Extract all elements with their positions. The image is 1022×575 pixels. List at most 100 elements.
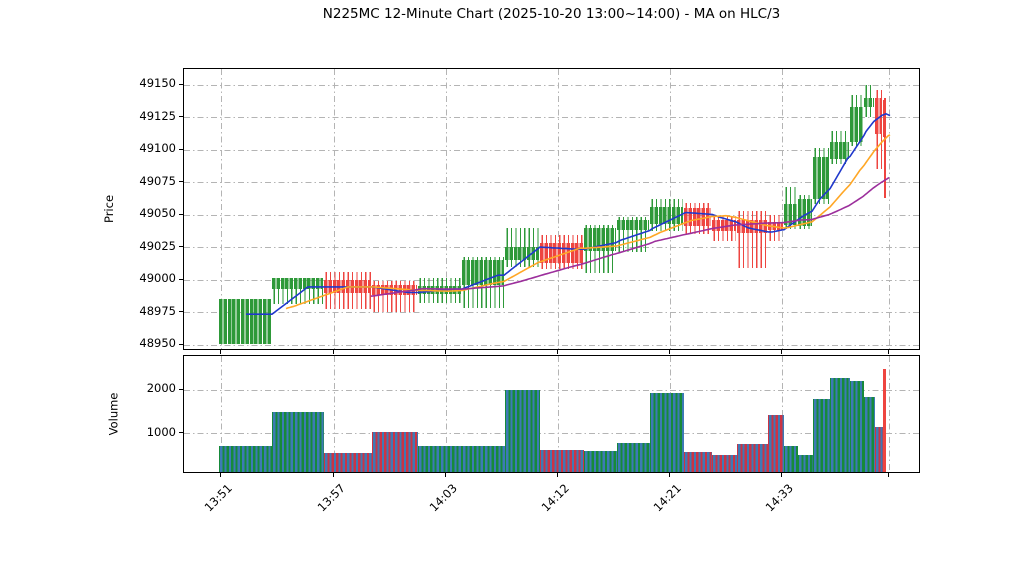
volume-bar [850,380,864,472]
price-tick [179,116,183,118]
candle-body [883,100,885,137]
candle-body [324,279,371,293]
volume-gridline [184,433,919,435]
price-tick-label: 48975 [139,303,176,318]
price-tick-label: 49075 [139,173,176,188]
time-gridline [557,356,559,472]
price-gridline [184,182,919,184]
price-tick [179,311,183,313]
price-tick [179,148,183,150]
time-gridline [221,69,222,349]
volume-bar [617,442,650,472]
price-tick-label: 49150 [139,76,176,91]
time-tick [332,350,334,354]
time-gridline [445,356,447,472]
volume-bar [813,398,830,472]
price-gridline [184,344,919,346]
price-tick [179,83,183,85]
time-tick [780,473,782,477]
candle-body [505,247,539,261]
volume-bar [798,454,813,472]
time-tick [888,350,890,354]
price-gridline [184,84,919,86]
candle-body [830,141,849,159]
volume-bar [864,397,875,472]
time-tick [220,473,222,477]
price-tick-label: 49050 [139,206,176,221]
time-tick [332,473,334,477]
time-gridline [221,356,222,472]
time-tick [444,350,446,354]
candle-body [272,278,323,289]
volume-bar [505,390,540,472]
ma-lines-layer [246,112,891,315]
price-tick-label: 49000 [139,271,176,286]
time-tick [556,350,558,354]
candle-body [875,97,882,134]
time-tick-label: 13:57 [314,481,348,515]
price-tick-label: 49125 [139,108,176,123]
chart-title: N225MC 12-Minute Chart (2025-10-20 13:00… [322,6,781,22]
candle-body [650,206,683,224]
candle-body [712,219,736,232]
price-tick [179,343,183,345]
price-gridline [184,149,919,151]
volume-bar [372,431,418,472]
price-axis-label: Price [102,194,117,224]
volume-bar [462,446,505,472]
candle-body [784,204,797,225]
volume-bar [272,411,324,472]
price-tick-label: 48950 [139,336,176,350]
volume-bar [324,452,372,472]
candle-body [864,97,874,107]
volume-tick-label: 2000 [146,381,176,396]
price-tick [179,213,183,215]
time-tick-label: 13:51 [201,481,235,515]
price-panel [183,68,920,350]
time-tick [888,473,890,477]
price-tick [179,278,183,280]
time-gridline [781,356,783,472]
volume-bar [784,446,798,472]
volume-bar [540,449,584,472]
candle-body [850,106,863,142]
price-tick-label: 49025 [139,238,176,253]
time-gridline [557,69,559,349]
volume-bar [737,443,768,472]
price-gridline [184,279,919,281]
volume-bar [875,426,883,472]
candle-body [219,299,271,345]
time-gridline [445,69,447,349]
ma-mid-line [285,134,891,310]
volume-bar [219,446,272,472]
time-tick [668,473,670,477]
time-tick [220,350,222,354]
time-tick-label: 14:21 [650,481,684,515]
volume-bar [418,446,462,472]
price-gridline [184,312,919,313]
time-tick-label: 14:33 [762,481,796,515]
time-tick-label: 14:12 [538,481,572,515]
ma-fast-line [246,112,891,315]
time-tick-label: 14:03 [426,481,460,515]
time-gridline [333,356,335,472]
price-tick [179,246,183,248]
price-tick-label: 49100 [139,141,176,156]
volume-gridline [184,389,919,391]
time-tick [444,473,446,477]
volume-tick-label: 1000 [146,424,176,439]
volume-bar [650,393,684,472]
price-gridline [184,214,919,216]
volume-panel [183,355,920,473]
candle-wick [505,227,539,267]
ma-slow-line [370,176,890,297]
volume-tick [179,388,183,391]
price-gridline [184,117,919,119]
time-tick [668,350,670,354]
price-tick [179,181,183,183]
candle-body [813,157,829,199]
time-tick [780,350,782,354]
candle-wick [883,97,886,198]
volume-bar [684,452,712,472]
time-gridline [889,69,890,349]
